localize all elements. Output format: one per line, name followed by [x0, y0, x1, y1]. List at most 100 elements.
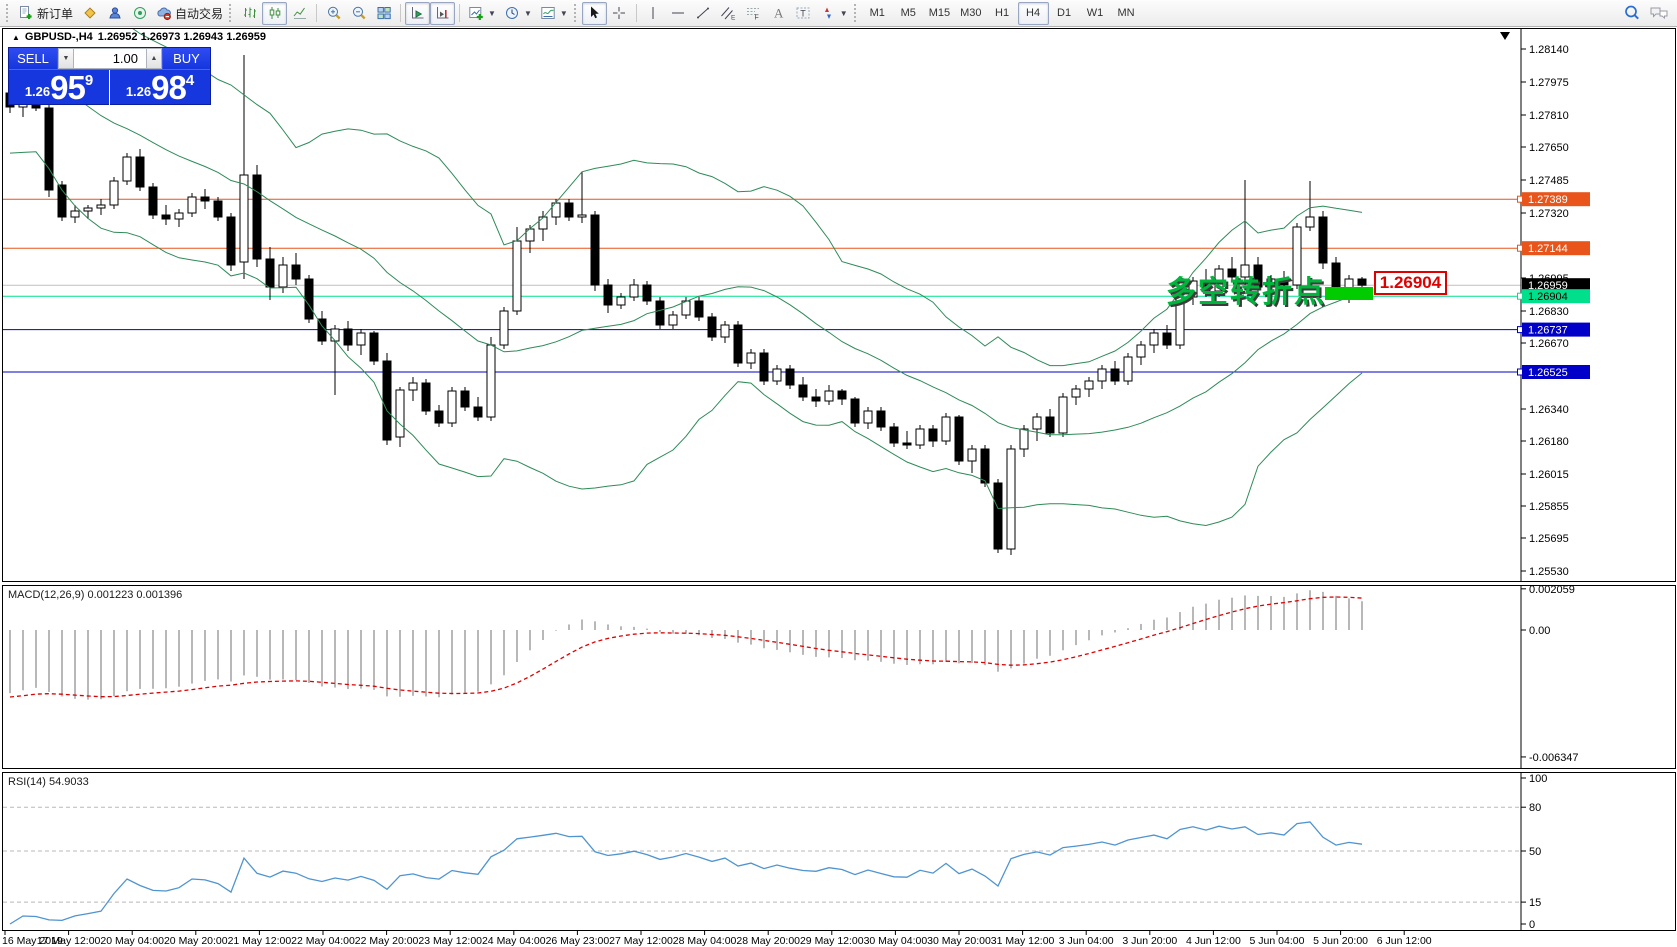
- rsi-label: RSI(14) 54.9033: [8, 776, 89, 788]
- rsi-axis-tick: 80: [1529, 802, 1541, 814]
- equidistant-channel-button[interactable]: E: [716, 2, 741, 25]
- highlight-rectangle[interactable]: [1325, 287, 1373, 300]
- price-axis-tick: 1.27320: [1529, 208, 1569, 220]
- timeframe-button-m1[interactable]: M1: [862, 2, 893, 25]
- level-label-box: [1522, 192, 1590, 207]
- community-button[interactable]: [1645, 2, 1673, 25]
- symbol-period-label: GBPUSD-,H4: [24, 31, 93, 43]
- time-axis-label: 20 May 04:00: [100, 935, 164, 947]
- scale-context-arrow-icon[interactable]: [1500, 32, 1510, 40]
- rsi-axis-tick: 100: [1529, 773, 1547, 785]
- chart-shift-button[interactable]: [430, 1, 456, 25]
- rsi-panel[interactable]: 100 80 50 15 0 RSI(14) 54.9033: [2, 772, 1676, 931]
- time-axis-label: 24 May 04:00: [482, 935, 546, 947]
- svg-text:T: T: [800, 9, 806, 19]
- price-axis-tick: 1.26670: [1529, 338, 1569, 350]
- new-order-label: 新订单: [37, 6, 74, 21]
- time-axis[interactable]: 16 May 2019 17 May 12:00 20 May 04:00 20 Ma…: [0, 931, 1677, 947]
- sell-price-big: 95: [50, 69, 86, 106]
- profiles-button[interactable]: [102, 2, 127, 25]
- timeframe-button-m30[interactable]: M30: [955, 2, 986, 25]
- price-callout-label[interactable]: 1.26904: [1374, 271, 1447, 295]
- timeframe-group: M1 M5 M15 M30 H1 H4 D1 W1 MN: [862, 1, 1142, 25]
- buy-button[interactable]: BUY: [162, 48, 210, 69]
- timeframe-button-w1[interactable]: W1: [1080, 2, 1111, 25]
- buy-price-button[interactable]: 1.26 98 4: [110, 70, 210, 105]
- zoom-in-button[interactable]: [321, 2, 346, 25]
- level-price-label: 1.26904: [1528, 291, 1568, 303]
- crosshair-button[interactable]: [607, 2, 632, 25]
- rsi-axis-tick: 15: [1529, 897, 1541, 909]
- toolbar-separator: [316, 4, 318, 22]
- periods-button[interactable]: ▼: [500, 2, 536, 25]
- time-axis-label: 27 May 12:00: [609, 935, 673, 947]
- level-price-label: 1.27144: [1528, 243, 1568, 255]
- level-label-box: [1522, 241, 1590, 256]
- level-price-label: 1.26525: [1528, 367, 1568, 379]
- auto-trading-icon: [157, 7, 171, 21]
- chart-shift-icon: [436, 7, 449, 19]
- chart-title: ▲ GBPUSD-,H4 1.26952 1.26973 1.26943 1.2…: [12, 31, 266, 43]
- market-watch-icon: [83, 7, 96, 19]
- tile-windows-button[interactable]: [371, 2, 396, 25]
- toolbar: 新订单 自动交易: [0, 0, 1677, 27]
- timeframe-button-h4[interactable]: H4: [1017, 1, 1049, 25]
- bar-chart-button[interactable]: [237, 2, 262, 25]
- vertical-line-button[interactable]: [641, 2, 666, 25]
- sell-price-button[interactable]: 1.26 95 9: [9, 70, 110, 105]
- timeframe-button-h1[interactable]: H1: [987, 2, 1018, 25]
- chart-annotation-text[interactable]: 多空转折点: [1166, 276, 1326, 309]
- signals-button[interactable]: [127, 2, 152, 25]
- rsi-canvas[interactable]: 100 80 50 15 0: [3, 773, 1675, 930]
- chevron-down-icon: ▼: [488, 8, 496, 18]
- bollinger-bands: [9, 29, 1363, 527]
- indicators-icon: [469, 7, 483, 20]
- timeframe-button-mn[interactable]: MN: [1111, 2, 1142, 25]
- search-button[interactable]: [1619, 2, 1645, 25]
- text-icon: A: [774, 6, 784, 21]
- auto-scroll-button[interactable]: [405, 1, 431, 25]
- templates-button[interactable]: ▼: [536, 2, 572, 25]
- price-axis-tick: 1.26015: [1529, 469, 1569, 481]
- volume-down-button[interactable]: ▼: [58, 48, 74, 69]
- timeframe-button-m15[interactable]: M15: [924, 2, 955, 25]
- new-order-button[interactable]: 新订单: [14, 2, 77, 25]
- toolbar-grip: [853, 4, 858, 22]
- macd-canvas[interactable]: 0.002059 0.00 -0.006347: [3, 586, 1675, 768]
- toolbar-separator: [400, 4, 402, 22]
- timeframe-button-m5[interactable]: M5: [893, 2, 924, 25]
- buy-price-pip: 4: [185, 72, 195, 89]
- timeframe-button-d1[interactable]: D1: [1049, 2, 1080, 25]
- macd-axis-tick: -0.006347: [1529, 752, 1579, 764]
- volume-up-button[interactable]: ▲: [146, 48, 162, 69]
- arrows-button[interactable]: ▼: [816, 2, 852, 25]
- level-label-box: [1522, 289, 1590, 304]
- horizontal-line-button[interactable]: [666, 2, 691, 25]
- cursor-button[interactable]: [581, 1, 607, 25]
- price-axis-tick: 1.25855: [1529, 501, 1569, 513]
- volume-input[interactable]: [74, 48, 146, 69]
- macd-signal-line: [9, 596, 1363, 698]
- time-axis-label: 29 May 12:00: [800, 935, 864, 947]
- sell-button[interactable]: SELL: [9, 48, 58, 69]
- text-label-button[interactable]: T: [791, 2, 816, 25]
- line-chart-button[interactable]: [287, 2, 312, 25]
- text-button[interactable]: A: [766, 2, 791, 25]
- sell-label: SELL: [17, 51, 49, 66]
- main-chart-window[interactable]: 1.28140 1.27975 1.27810 1.27650 1.27485 1.273…: [2, 28, 1676, 582]
- fibonacci-button[interactable]: F: [741, 2, 766, 25]
- macd-panel[interactable]: 0.002059 0.00 -0.006347 MACD(12,26,9) 0.00…: [2, 585, 1676, 769]
- time-axis-label: 30 May 04:00: [864, 935, 928, 947]
- candlestick-chart-button[interactable]: [262, 1, 288, 25]
- auto-trading-label: 自动交易: [175, 6, 224, 21]
- auto-trading-button[interactable]: 自动交易: [152, 2, 227, 25]
- trendline-button[interactable]: [691, 2, 716, 25]
- time-axis-label: 16 May 2019: [2, 935, 63, 947]
- zoom-out-button[interactable]: [346, 2, 371, 25]
- collapse-arrow-icon[interactable]: ▲: [12, 32, 20, 42]
- market-watch-button[interactable]: [77, 2, 102, 25]
- zoom-in-icon: [327, 6, 341, 20]
- indicators-button[interactable]: ▼: [464, 2, 500, 25]
- main-chart-canvas[interactable]: 1.28140 1.27975 1.27810 1.27650 1.27485 1.273…: [3, 29, 1675, 581]
